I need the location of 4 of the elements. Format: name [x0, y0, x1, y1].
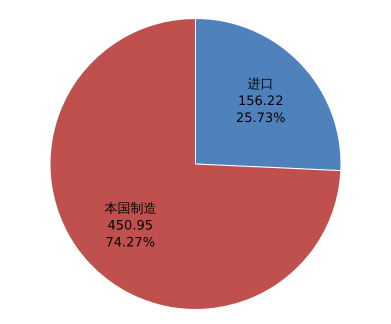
- slice-label: 进口: [248, 77, 274, 92]
- slice-label: 本国制造: [104, 202, 156, 217]
- data-label: 450.95 74.27%: [105, 218, 156, 251]
- data-label: 156.22 25.73%: [236, 94, 286, 126]
